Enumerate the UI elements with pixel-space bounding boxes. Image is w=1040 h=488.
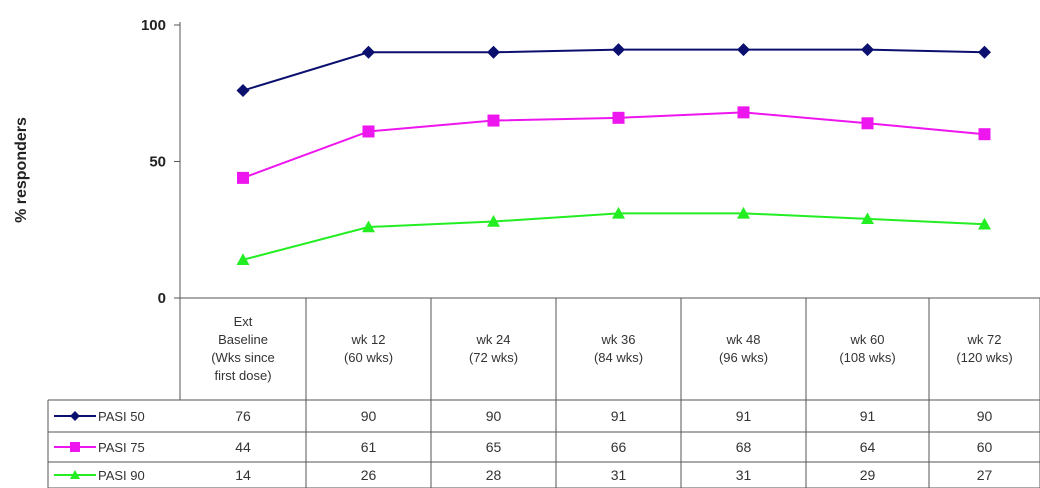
table-cell-pasi-75: 66	[611, 439, 627, 455]
legend-entry-pasi-50: PASI 50	[54, 409, 145, 424]
series-line-pasi-90	[242, 212, 985, 261]
table-cell-pasi-50: 90	[486, 408, 502, 424]
data-point-pasi-75	[612, 111, 625, 124]
table-cell-pasi-50: 90	[361, 408, 377, 424]
data-point-pasi-50	[236, 84, 250, 98]
series-pasi-90	[236, 206, 991, 265]
category-label: wk 12 (60 wks)	[344, 332, 393, 365]
series-layer	[236, 43, 991, 265]
data-point-pasi-50	[487, 45, 500, 59]
y-tick-label: 0	[158, 290, 166, 307]
table-cell-pasi-90: 31	[736, 467, 752, 483]
legend-entry-pasi-75: PASI 75	[54, 440, 145, 455]
table-cell-pasi-90: 26	[361, 467, 377, 483]
y-tick-label: 50	[149, 154, 166, 171]
data-point-pasi-90	[737, 206, 750, 219]
table-cell-pasi-50: 91	[860, 408, 876, 424]
table-cell-pasi-50: 91	[611, 408, 627, 424]
data-point-pasi-50	[861, 43, 874, 57]
legend-entry-pasi-90: PASI 90	[54, 468, 145, 483]
category-label: wk 72 (120 wks)	[956, 332, 1012, 365]
table-cell-pasi-90: 28	[486, 467, 502, 483]
series-pasi-75	[237, 106, 991, 184]
y-tick-label: 100	[141, 17, 166, 34]
legend-marker	[70, 411, 80, 421]
legend-label: PASI 90	[98, 468, 145, 483]
data-point-pasi-90	[487, 215, 500, 227]
data-point-pasi-90	[362, 220, 375, 233]
axes: 0 50 100 % responders	[13, 17, 1040, 400]
legend-marker	[70, 470, 80, 479]
table-cell-pasi-75: 60	[977, 439, 993, 455]
data-table: Ext Baseline (Wks since first dose) wk 12 (60…	[47, 298, 1040, 488]
data-point-pasi-90	[978, 217, 991, 230]
category-label: wk 36 (84 wks)	[594, 332, 643, 365]
series-line-pasi-50	[242, 48, 985, 92]
data-point-pasi-75	[737, 106, 750, 119]
table-cell-pasi-75: 64	[860, 439, 876, 455]
table-cell-pasi-75: 44	[235, 439, 251, 455]
legend-label: PASI 75	[98, 440, 145, 455]
category-label: wk 48 (96 wks)	[719, 332, 768, 365]
table-cell-pasi-90: 29	[860, 467, 876, 483]
data-point-pasi-90	[861, 212, 874, 225]
y-axis-title: % responders	[13, 117, 30, 223]
data-point-pasi-50	[978, 45, 991, 59]
legend-marker	[70, 442, 80, 452]
legend-label: PASI 50	[98, 409, 145, 424]
table-cell-pasi-75: 68	[736, 439, 752, 455]
category-label: wk 24 (72 wks)	[469, 332, 518, 365]
data-point-pasi-75	[487, 114, 500, 127]
table-cell-pasi-90: 14	[235, 467, 251, 483]
data-point-pasi-75	[978, 128, 991, 141]
series-pasi-50	[236, 43, 991, 98]
data-point-pasi-75	[861, 117, 874, 130]
data-point-pasi-50	[612, 43, 625, 57]
category-label: wk 60 (108 wks)	[839, 332, 895, 365]
table-cell-pasi-75: 61	[361, 439, 377, 455]
data-point-pasi-75	[362, 125, 375, 138]
data-point-pasi-50	[737, 43, 750, 57]
data-point-pasi-90	[236, 253, 250, 265]
table-cell-pasi-90: 31	[611, 467, 627, 483]
table-cell-pasi-75: 65	[486, 439, 502, 455]
table-cell-pasi-50: 90	[977, 408, 993, 424]
table-cell-pasi-50: 91	[736, 408, 752, 424]
data-point-pasi-50	[362, 45, 375, 59]
table-cell-pasi-90: 27	[977, 467, 993, 483]
category-label: Ext Baseline (Wks since first dose)	[211, 314, 275, 383]
data-point-pasi-90	[612, 206, 625, 219]
data-point-pasi-75	[237, 171, 249, 184]
table-cell-pasi-50: 76	[235, 408, 251, 424]
